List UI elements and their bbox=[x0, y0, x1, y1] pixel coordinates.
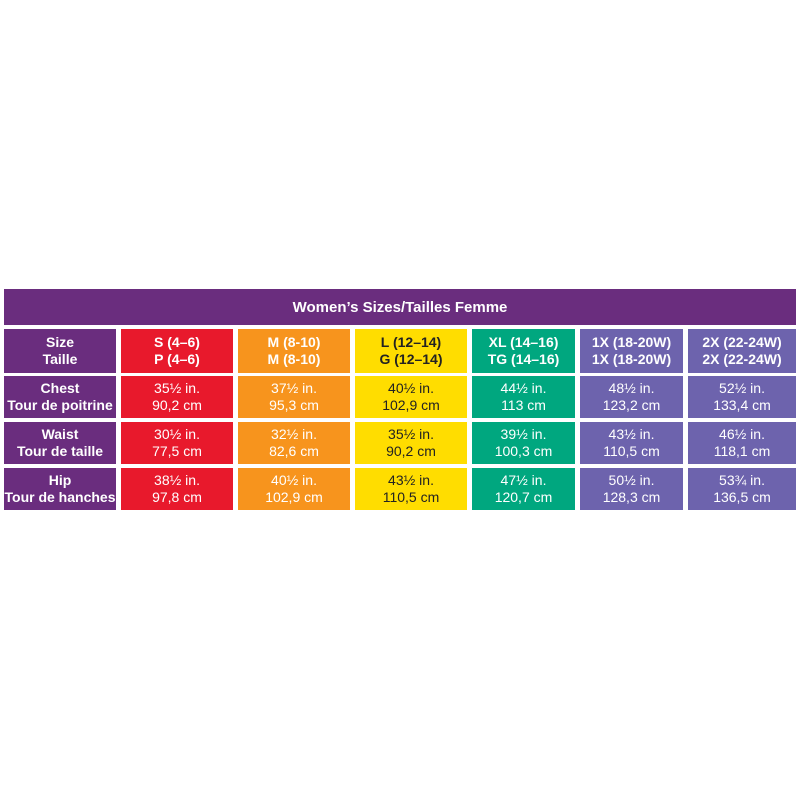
waist-m-cm: 82,6 cm bbox=[269, 443, 319, 459]
hip-cell-2x: 53¾ in. 136,5 cm bbox=[688, 468, 796, 510]
chest-cell-l: 40½ in. 102,9 cm bbox=[355, 376, 467, 418]
hip-m-in: 40½ in. bbox=[271, 472, 317, 488]
chest-m-in: 37½ in. bbox=[271, 380, 317, 396]
waist-l-in: 35½ in. bbox=[388, 426, 434, 442]
waist-cell-xl: 39½ in. 100,3 cm bbox=[472, 422, 575, 464]
waist-s-in: 30½ in. bbox=[154, 426, 200, 442]
size-cell-2x: 2X (22-24W) 2X (22-24W) bbox=[688, 329, 796, 373]
chest-m-cm: 95,3 cm bbox=[269, 397, 319, 413]
row-label-hip: Hip Tour de hanches bbox=[4, 468, 116, 510]
size-cell-1x-en: 1X (18-20W) bbox=[591, 334, 672, 350]
row-label-size-en: Size bbox=[45, 334, 74, 350]
size-cell-s-fr: P (4–6) bbox=[154, 351, 200, 367]
size-cell-l-en: L (12–14) bbox=[380, 334, 442, 350]
hip-xl-in: 47½ in. bbox=[500, 472, 547, 488]
waist-cell-m: 32½ in. 82,6 cm bbox=[238, 422, 350, 464]
waist-s-cm: 77,5 cm bbox=[152, 443, 202, 459]
row-label-chest-en: Chest bbox=[40, 380, 80, 396]
row-label-size: Size Taille bbox=[4, 329, 116, 373]
size-cell-1x-fr: 1X (18-20W) bbox=[591, 351, 672, 367]
chest-2x-in: 52½ in. bbox=[719, 380, 765, 396]
waist-2x-in: 46½ in. bbox=[719, 426, 765, 442]
chest-1x-in: 48½ in. bbox=[608, 380, 655, 396]
size-cell-s-en: S (4–6) bbox=[154, 334, 200, 350]
size-cell-1x: 1X (18-20W) 1X (18-20W) bbox=[580, 329, 683, 373]
hip-2x-in: 53¾ in. bbox=[719, 472, 765, 488]
hip-cell-xl: 47½ in. 120,7 cm bbox=[472, 468, 575, 510]
hip-1x-in: 50½ in. bbox=[608, 472, 655, 488]
hip-cell-1x: 50½ in. 128,3 cm bbox=[580, 468, 683, 510]
chest-1x-cm: 123,2 cm bbox=[602, 397, 661, 413]
hip-l-cm: 110,5 cm bbox=[382, 489, 440, 505]
waist-cell-2x: 46½ in. 118,1 cm bbox=[688, 422, 796, 464]
chest-cell-s: 35½ in. 90,2 cm bbox=[121, 376, 233, 418]
size-cell-xl-fr: TG (14–16) bbox=[487, 351, 560, 367]
hip-cell-l: 43½ in. 110,5 cm bbox=[355, 468, 467, 510]
size-cell-2x-fr: 2X (22-24W) bbox=[702, 351, 782, 367]
size-cell-l-fr: G (12–14) bbox=[379, 351, 443, 367]
row-label-waist-en: Waist bbox=[41, 426, 79, 442]
size-chart: Women’s Sizes/Tailles Femme Size Taille … bbox=[4, 289, 796, 512]
chest-cell-m: 37½ in. 95,3 cm bbox=[238, 376, 350, 418]
row-label-chest: Chest Tour de poitrine bbox=[4, 376, 116, 418]
row-label-chest-fr: Tour de poitrine bbox=[7, 397, 113, 413]
hip-s-in: 38½ in. bbox=[154, 472, 200, 488]
chest-cell-1x: 48½ in. 123,2 cm bbox=[580, 376, 683, 418]
hip-cell-s: 38½ in. 97,8 cm bbox=[121, 468, 233, 510]
waist-l-cm: 90,2 cm bbox=[386, 443, 436, 459]
hip-cell-m: 40½ in. 102,9 cm bbox=[238, 468, 350, 510]
waist-xl-cm: 100,3 cm bbox=[494, 443, 553, 459]
row-label-hip-en: Hip bbox=[48, 472, 72, 488]
hip-1x-cm: 128,3 cm bbox=[602, 489, 661, 505]
row-label-hip-fr: Tour de hanches bbox=[4, 489, 116, 505]
hip-s-cm: 97,8 cm bbox=[152, 489, 202, 505]
waist-2x-cm: 118,1 cm bbox=[713, 443, 771, 459]
row-label-waist: Waist Tour de taille bbox=[4, 422, 116, 464]
size-cell-m: M (8-10) M (8-10) bbox=[238, 329, 350, 373]
size-cell-l: L (12–14) G (12–14) bbox=[355, 329, 467, 373]
waist-m-in: 32½ in. bbox=[271, 426, 317, 442]
chest-cell-xl: 44½ in. 113 cm bbox=[472, 376, 575, 418]
waist-xl-in: 39½ in. bbox=[500, 426, 547, 442]
chest-xl-cm: 113 cm bbox=[501, 397, 546, 413]
row-label-waist-fr: Tour de taille bbox=[16, 443, 104, 459]
size-cell-m-fr: M (8-10) bbox=[267, 351, 321, 367]
size-cell-xl-en: XL (14–16) bbox=[488, 334, 559, 350]
size-cell-s: S (4–6) P (4–6) bbox=[121, 329, 233, 373]
waist-1x-cm: 110,5 cm bbox=[603, 443, 660, 459]
waist-cell-1x: 43½ in. 110,5 cm bbox=[580, 422, 683, 464]
chest-l-in: 40½ in. bbox=[388, 380, 434, 396]
row-label-size-fr: Taille bbox=[42, 351, 78, 367]
hip-xl-cm: 120,7 cm bbox=[494, 489, 553, 505]
chest-xl-in: 44½ in. bbox=[500, 380, 547, 396]
chest-s-cm: 90,2 cm bbox=[152, 397, 202, 413]
chest-s-in: 35½ in. bbox=[154, 380, 200, 396]
hip-m-cm: 102,9 cm bbox=[265, 489, 323, 505]
chart-title: Women’s Sizes/Tailles Femme bbox=[4, 289, 796, 325]
chest-l-cm: 102,9 cm bbox=[382, 397, 440, 413]
chest-2x-cm: 133,4 cm bbox=[713, 397, 771, 413]
hip-2x-cm: 136,5 cm bbox=[713, 489, 771, 505]
size-cell-m-en: M (8-10) bbox=[267, 334, 321, 350]
waist-cell-l: 35½ in. 90,2 cm bbox=[355, 422, 467, 464]
size-cell-xl: XL (14–16) TG (14–16) bbox=[472, 329, 575, 373]
chest-cell-2x: 52½ in. 133,4 cm bbox=[688, 376, 796, 418]
hip-l-in: 43½ in. bbox=[388, 472, 434, 488]
waist-1x-in: 43½ in. bbox=[608, 426, 655, 442]
size-cell-2x-en: 2X (22-24W) bbox=[702, 334, 782, 350]
waist-cell-s: 30½ in. 77,5 cm bbox=[121, 422, 233, 464]
